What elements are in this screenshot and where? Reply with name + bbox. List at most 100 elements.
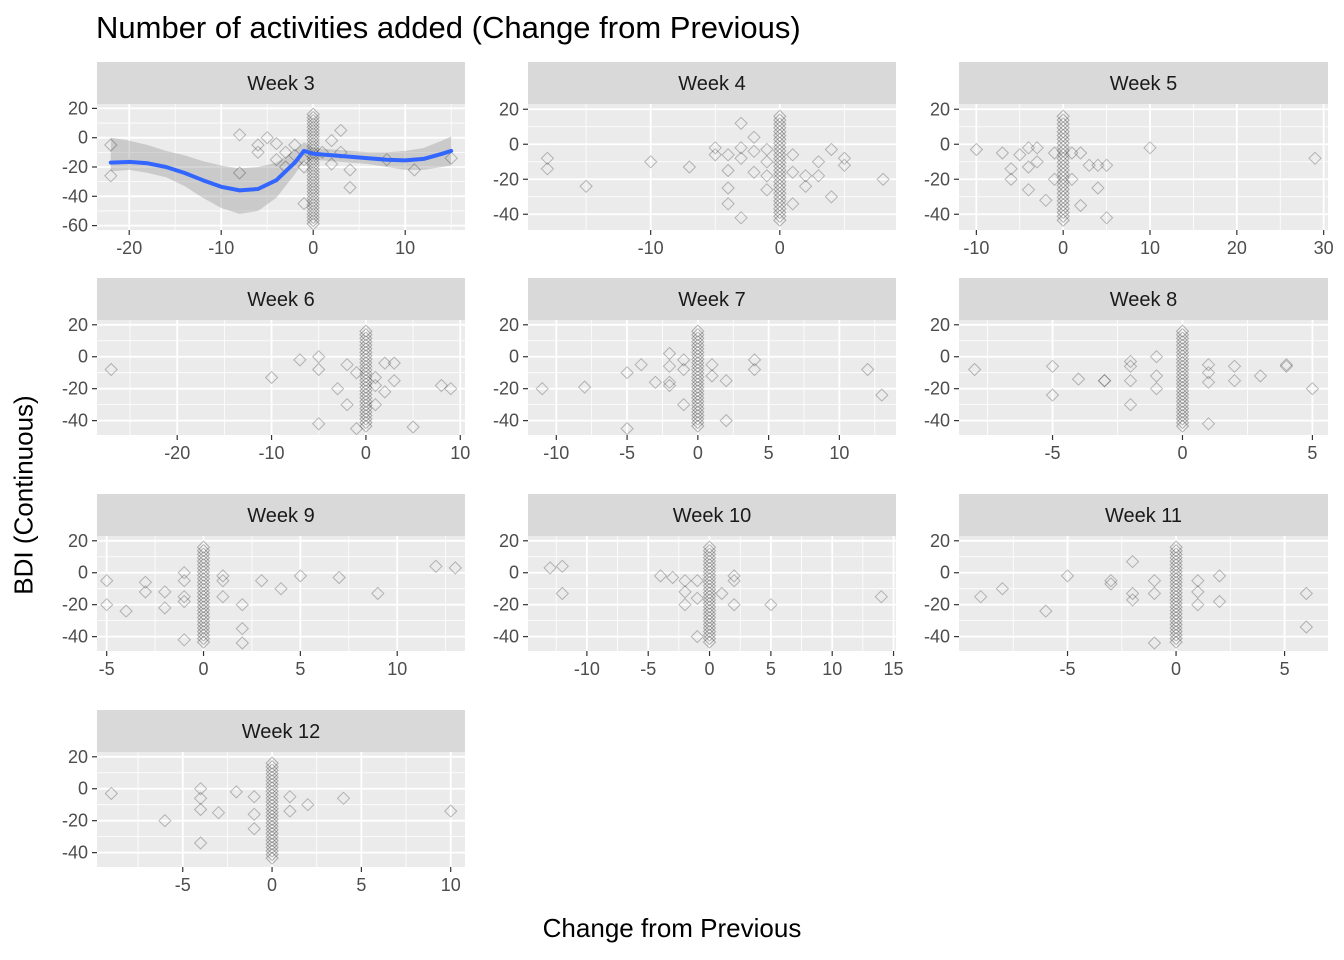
data-point (311, 362, 326, 377)
data-point (343, 180, 357, 195)
data-point (719, 373, 733, 388)
data-point (306, 213, 320, 228)
data-point (229, 785, 244, 799)
data-point (702, 565, 717, 579)
data-point (265, 840, 279, 855)
data-point (1091, 181, 1105, 195)
data-point (158, 585, 172, 599)
data-point (773, 182, 787, 197)
data-point (1299, 586, 1314, 601)
data-point (378, 385, 392, 399)
data-point (1056, 132, 1070, 147)
data-point (293, 353, 307, 367)
data-point (265, 830, 279, 844)
data-point (306, 152, 320, 167)
data-point (1175, 345, 1190, 360)
data-point (702, 617, 717, 632)
data-point (747, 130, 761, 145)
data-point (196, 600, 211, 614)
x-tick-label: 30 (1314, 238, 1334, 258)
data-point (216, 569, 230, 583)
data-point (1175, 366, 1190, 381)
data-point (99, 573, 114, 588)
facet-panel: Week 5 -10 0 10 20 30 20 0 -20 -40 (924, 62, 1334, 258)
x-tick-label: 0 (775, 238, 785, 258)
facet-strip-label: Week 5 (1110, 73, 1177, 95)
data-point (265, 844, 279, 858)
data-point (702, 596, 717, 611)
data-point (1056, 151, 1070, 166)
data-point (773, 209, 787, 224)
data-point (283, 789, 297, 804)
data-point (634, 357, 648, 372)
data-point (196, 614, 211, 628)
data-point (196, 603, 211, 618)
data-point (837, 158, 852, 173)
data-point (1056, 163, 1070, 177)
y-tick-label: -40 (62, 411, 88, 431)
data-point (1097, 373, 1112, 388)
data-point (676, 353, 691, 367)
x-tick-label: -5 (99, 659, 115, 679)
data-point (193, 781, 208, 796)
y-tick-label: 0 (940, 134, 950, 154)
data-point (1175, 373, 1190, 388)
data-point (306, 200, 320, 215)
data-point (359, 352, 373, 367)
data-point (359, 387, 373, 402)
x-tick-label: 5 (295, 659, 305, 679)
x-tick-label: 0 (705, 659, 715, 679)
data-point (678, 597, 692, 612)
data-point (359, 370, 373, 384)
data-point (1169, 550, 1183, 565)
data-point (1169, 586, 1183, 600)
panel-background (97, 752, 465, 867)
data-point (691, 359, 705, 374)
data-point (196, 558, 211, 572)
data-point (1149, 381, 1164, 396)
data-point (359, 391, 373, 405)
panel-marks (973, 540, 1314, 650)
data-point (359, 359, 373, 374)
data-point (429, 559, 443, 574)
data-point (306, 171, 320, 186)
y-tick-label: 0 (509, 563, 519, 583)
data-point (1169, 596, 1183, 611)
data-point (1056, 205, 1070, 220)
data-point (232, 166, 247, 180)
y-tick-label: 0 (78, 347, 88, 367)
facet-panel: Week 6 -20 -10 0 10 20 0 -20 -40 (62, 278, 470, 463)
y-axis-title: BDI (Continuous) (8, 395, 39, 595)
data-point (349, 421, 364, 435)
data-point (283, 804, 297, 818)
data-point (1175, 334, 1190, 349)
data-point (330, 381, 345, 396)
data-point (368, 370, 383, 385)
data-point (1175, 380, 1190, 395)
data-point (306, 168, 320, 183)
data-point (773, 201, 787, 216)
data-point (1169, 610, 1183, 625)
data-point (359, 356, 373, 370)
data-point (1212, 594, 1227, 609)
data-point (1004, 172, 1018, 187)
data-point (708, 148, 722, 162)
data-point (443, 804, 458, 818)
data-point (196, 561, 211, 576)
data-point (648, 375, 663, 390)
data-point (196, 575, 211, 590)
facet-strip (959, 62, 1328, 104)
x-tick-label: 0 (1177, 443, 1187, 463)
data-point (811, 169, 826, 183)
data-point (196, 628, 211, 642)
y-tick-label: -20 (62, 379, 88, 399)
data-point (138, 575, 153, 590)
data-point (306, 217, 320, 230)
data-point (747, 165, 761, 180)
data-point (265, 781, 279, 795)
panel-marks (969, 109, 1322, 227)
facet-panel: Week 8 -5 0 5 20 0 -20 -40 (924, 278, 1328, 463)
data-point (995, 581, 1010, 596)
data-point (734, 116, 748, 131)
data-point (691, 352, 705, 367)
